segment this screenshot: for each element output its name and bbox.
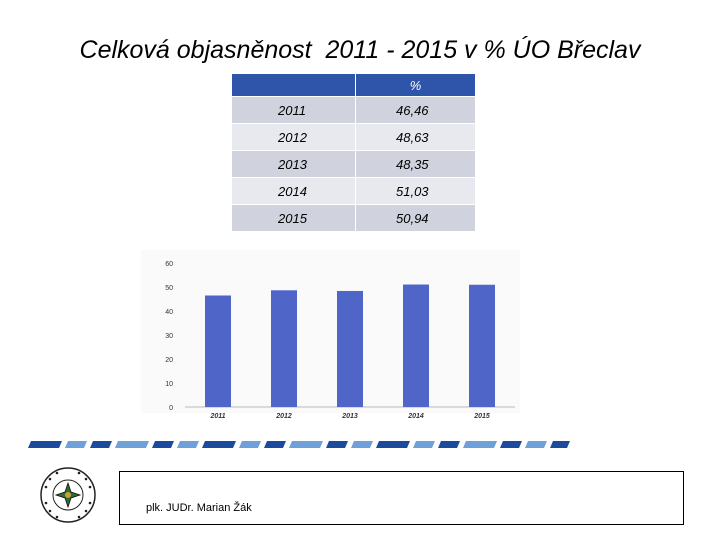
bar bbox=[403, 284, 429, 407]
bar bbox=[205, 295, 231, 407]
table-header-cell bbox=[231, 73, 356, 97]
stripe-segment bbox=[152, 441, 174, 448]
table-cell-value: 51,03 bbox=[355, 177, 476, 205]
table-cell-year: 2015 bbox=[231, 204, 356, 232]
table-row: 2012 48,63 bbox=[231, 123, 476, 151]
table-cell-year: 2014 bbox=[231, 177, 356, 205]
x-tick-label: 2012 bbox=[275, 413, 292, 420]
stripe-segment bbox=[463, 441, 497, 448]
table-cell-year: 2013 bbox=[231, 150, 356, 178]
footer-box bbox=[119, 471, 684, 525]
police-badge-icon bbox=[40, 467, 96, 523]
y-tick-label: 60 bbox=[165, 261, 173, 268]
table-cell-value: 46,46 bbox=[355, 96, 476, 124]
stripe-segment bbox=[115, 441, 149, 448]
table-row: 2011 46,46 bbox=[231, 96, 476, 124]
stripe-segment bbox=[413, 441, 435, 448]
table-cell-value: 48,35 bbox=[355, 150, 476, 178]
stripe-segment bbox=[438, 441, 460, 448]
x-tick-label: 2015 bbox=[473, 413, 490, 420]
bar bbox=[271, 290, 297, 407]
stripe-segment bbox=[90, 441, 112, 448]
table-header-row: % bbox=[231, 73, 476, 97]
stripe-segment bbox=[376, 441, 410, 448]
table-cell-year: 2011 bbox=[231, 96, 356, 124]
table-row: 2013 48,35 bbox=[231, 150, 476, 178]
table-cell-value: 48,63 bbox=[355, 123, 476, 151]
table-row: 2014 51,03 bbox=[231, 177, 476, 205]
y-tick-label: 30 bbox=[165, 333, 173, 340]
y-tick-label: 40 bbox=[165, 309, 173, 316]
x-tick-label: 2011 bbox=[209, 413, 225, 420]
decorative-stripe bbox=[28, 441, 570, 448]
table-row: 2015 50,94 bbox=[231, 204, 476, 232]
y-tick-label: 10 bbox=[165, 381, 173, 388]
stripe-segment bbox=[28, 441, 62, 448]
stripe-segment bbox=[351, 441, 373, 448]
table-cell-year: 2012 bbox=[231, 123, 356, 151]
stripe-segment bbox=[264, 441, 286, 448]
x-tick-label: 2013 bbox=[341, 413, 358, 420]
page-title: Celková objasněnost 2011 - 2015 v % ÚO B… bbox=[79, 36, 641, 64]
stripe-segment bbox=[202, 441, 236, 448]
chart-background bbox=[141, 250, 520, 413]
stripe-segment bbox=[326, 441, 348, 448]
y-tick-label: 0 bbox=[169, 405, 173, 412]
data-table: % 2011 46,46 2012 48,63 2013 48,35 2014 … bbox=[231, 73, 476, 232]
table-cell-value: 50,94 bbox=[355, 204, 476, 232]
bar bbox=[337, 290, 363, 407]
y-tick-label: 50 bbox=[165, 285, 173, 292]
bar bbox=[469, 284, 495, 407]
stripe-segment bbox=[525, 441, 547, 448]
stripe-segment bbox=[239, 441, 261, 448]
x-tick-label: 2014 bbox=[407, 413, 424, 420]
stripe-segment bbox=[65, 441, 87, 448]
stripe-segment bbox=[289, 441, 323, 448]
stripe-segment bbox=[550, 441, 570, 448]
stripe-segment bbox=[177, 441, 199, 448]
y-tick-label: 20 bbox=[165, 357, 173, 364]
author-name: plk. JUDr. Marian Žák bbox=[146, 502, 252, 514]
bar-chart: 0 10 20 30 40 50 60 2011 2012 2013 2014 2015 bbox=[165, 261, 515, 420]
table-header-cell: % bbox=[355, 73, 476, 97]
stripe-segment bbox=[500, 441, 522, 448]
